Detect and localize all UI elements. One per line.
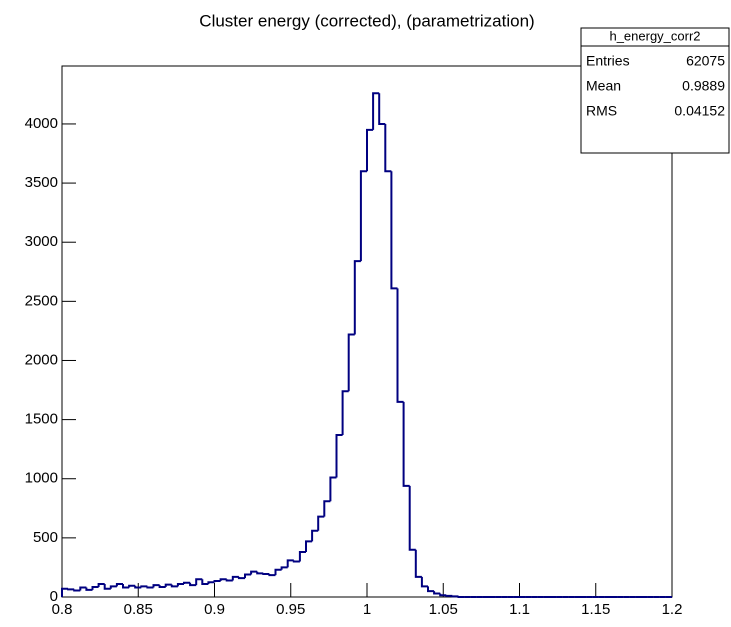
histogram-bin <box>420 576 428 588</box>
histogram-bin <box>231 575 239 581</box>
histogram-bin <box>195 578 203 586</box>
x-tick-label: 1.1 <box>509 601 530 618</box>
y-tick-label: 1500 <box>25 411 58 428</box>
histogram-bin <box>158 585 166 588</box>
histogram-bin <box>402 401 410 487</box>
stats-frame <box>580 27 730 154</box>
histogram-bin <box>311 529 319 542</box>
histogram-bin <box>176 582 184 587</box>
histogram-bin <box>250 570 258 575</box>
histogram-bin <box>201 579 209 585</box>
histogram-bin <box>457 596 465 598</box>
histogram-bin <box>219 578 227 582</box>
x-tick-label: 1.15 <box>581 601 610 618</box>
stats-name: h_energy_corr2 <box>609 28 700 43</box>
stats-label: Entries <box>586 53 630 69</box>
histogram-bin <box>341 390 349 435</box>
x-tick-label: 0.9 <box>204 601 225 618</box>
histogram-bin <box>305 540 313 553</box>
plot-area: 0 500 1000 1500 2000 2500 3000 3500 4000 0.8 0.85 0… <box>25 92 683 618</box>
histogram-bin <box>189 582 197 587</box>
histogram-bin <box>103 583 111 590</box>
histogram-bin <box>359 170 367 262</box>
x-tick-label: 0.85 <box>124 601 153 618</box>
stats-label: Mean <box>586 78 621 94</box>
histogram-bin <box>408 485 416 551</box>
histogram-bin <box>292 560 300 563</box>
stats-value: 62075 <box>686 53 725 69</box>
histogram-bin <box>298 551 306 562</box>
histogram-bin <box>372 92 380 130</box>
x-tick-label: 0.8 <box>52 601 73 618</box>
histogram-bin <box>122 583 130 589</box>
y-tick-label: 0 <box>50 588 58 605</box>
histogram-bin <box>79 586 87 591</box>
histogram-bin <box>317 515 325 531</box>
histogram-bin <box>286 559 294 568</box>
histogram-bin <box>115 582 123 587</box>
histogram-bin <box>274 568 282 576</box>
histogram-bin <box>280 566 288 570</box>
histogram-bin <box>427 586 435 593</box>
histogram-bin <box>439 593 447 597</box>
y-tick-label: 4000 <box>25 115 58 132</box>
histogram-bin <box>170 584 178 588</box>
stats-value: 0.04152 <box>674 103 725 119</box>
histogram-bin <box>414 549 422 578</box>
histogram-bin <box>128 584 136 588</box>
histogram-bin <box>213 580 221 583</box>
histogram-bin <box>244 573 252 579</box>
histogram-bin <box>140 585 148 588</box>
histogram-bin <box>73 589 81 592</box>
y-tick-label: 3000 <box>25 233 58 250</box>
histogram-bin <box>262 572 270 575</box>
histogram-bin <box>183 581 191 584</box>
histogram-bin <box>353 260 361 335</box>
histogram-bin <box>335 433 343 478</box>
x-tick-label: 1.05 <box>429 601 458 618</box>
histogram-bin <box>61 587 69 597</box>
histogram-bin <box>329 476 337 502</box>
histogram-bin <box>134 585 142 589</box>
histogram-bin <box>91 585 99 590</box>
histogram-bin <box>378 93 386 125</box>
chart-title: Cluster energy (corrected), (parametriza… <box>199 11 534 30</box>
stats-value: 0.9889 <box>682 78 725 94</box>
histogram-bin <box>390 171 398 290</box>
stats-label: RMS <box>586 103 617 119</box>
histogram-bin <box>225 579 233 582</box>
histogram-bin <box>323 500 331 517</box>
histogram-bin <box>85 587 93 591</box>
histogram-bin <box>237 576 245 580</box>
histogram-bin <box>146 586 154 589</box>
histogram-bin <box>67 588 75 591</box>
histogram-bin <box>256 571 264 575</box>
x-tick-label: 1 <box>363 601 371 618</box>
histogram-bin <box>97 582 105 587</box>
histogram-bin <box>445 594 453 597</box>
y-tick-label: 2000 <box>25 351 58 368</box>
histogram-bin <box>164 583 172 587</box>
histogram-bin <box>384 123 392 173</box>
y-tick-label: 500 <box>33 529 58 546</box>
x-tick-label: 1.2 <box>662 601 683 618</box>
histogram-bin <box>366 128 374 172</box>
histogram-bin <box>433 591 441 595</box>
histogram-bin <box>109 585 117 589</box>
histogram-bin <box>207 581 215 584</box>
y-tick-label: 2500 <box>25 292 58 309</box>
stats-box: h_energy_corr2 Entries 62075 Mean 0.9889… <box>580 27 730 154</box>
histogram-bin <box>396 288 404 403</box>
histogram-bin <box>451 595 459 598</box>
histogram-bin <box>152 584 160 588</box>
histogram-bin <box>347 333 355 392</box>
y-tick-label: 3500 <box>25 174 58 191</box>
y-tick-label: 1000 <box>25 470 58 487</box>
x-tick-label: 0.95 <box>276 601 305 618</box>
histogram-bin <box>268 573 276 577</box>
